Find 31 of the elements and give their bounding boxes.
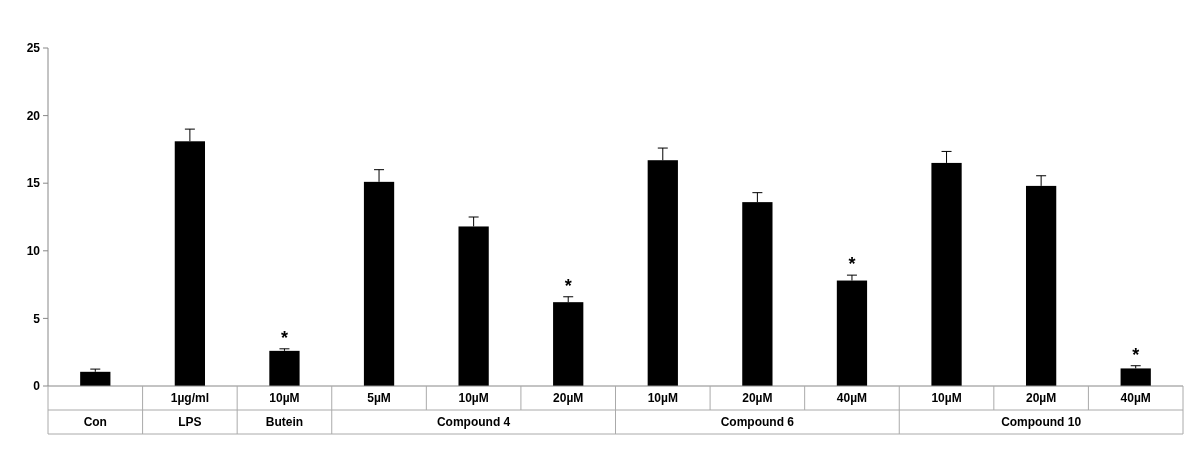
text: Con <box>83 415 107 430</box>
x-tick-label: 20µM <box>1025 391 1057 406</box>
x-tick-label: 10µM <box>931 391 962 406</box>
x-tick-label: 20µM <box>742 391 773 406</box>
y-tick-label: 20 <box>26 108 41 123</box>
x-tick-label: 40µM <box>836 391 868 406</box>
text: Butein <box>265 415 304 430</box>
text: LPS <box>178 415 202 430</box>
data-label: * <box>848 254 856 275</box>
text: Compound 4 <box>436 415 511 430</box>
y-tick-label: 25 <box>26 41 41 56</box>
bar <box>80 371 111 386</box>
text: Compound 10 <box>1001 415 1082 430</box>
y-tick-label: 15 <box>26 176 41 191</box>
x-tick-label: 10µM <box>458 391 489 406</box>
x-tick-label: 10µM <box>269 391 300 406</box>
x-tick-label: 10µM <box>647 391 678 406</box>
data-label: * <box>280 327 288 348</box>
y-tick-label: 0 <box>33 379 41 394</box>
data-label: * <box>564 275 572 296</box>
bar <box>836 280 868 386</box>
data-label: * <box>1132 344 1140 365</box>
bar <box>269 350 300 386</box>
x-tick-label: 40µM <box>1120 391 1151 406</box>
bar <box>1120 368 1151 386</box>
text: Compound 6 <box>720 415 795 430</box>
y-tick-label: 10 <box>26 244 41 258</box>
x-tick-label: 20µM <box>553 391 584 406</box>
x-tick-label: 5µM <box>367 391 391 406</box>
x-tick-label: 1µg/ml <box>170 391 210 406</box>
y-tick-label: 5 <box>33 311 41 326</box>
